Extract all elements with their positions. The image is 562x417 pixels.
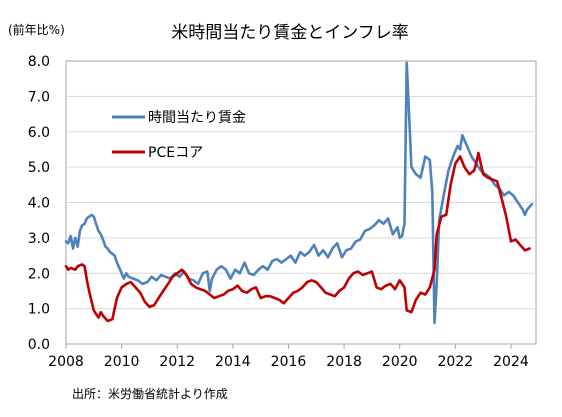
series-line-1 — [64, 151, 531, 323]
x-tick-label: 2018 — [326, 354, 362, 370]
x-tick-label: 2012 — [159, 354, 195, 370]
y-tick-label: 8.0 — [28, 54, 50, 70]
gridlines — [66, 95, 536, 310]
source-note: 出所：米労働省統計より作成 — [72, 386, 228, 401]
legend: 時間当たり賃金 PCEコア — [112, 110, 246, 161]
x-tick-label: 2014 — [215, 354, 251, 370]
y-tick-label: 4.0 — [28, 196, 50, 212]
x-tick-label: 2024 — [493, 354, 529, 370]
y-tick-label: 2.0 — [28, 266, 50, 282]
series-lines — [64, 61, 534, 325]
legend-label-0: 時間当たり賃金 — [148, 110, 246, 126]
x-tick-label: 2016 — [271, 354, 307, 370]
y-axis-ticks: 0.0 1.0 2.0 3.0 4.0 5.0 6.0 7.0 8.0 — [28, 54, 50, 353]
y-tick-label: 7.0 — [28, 89, 50, 105]
y-tick-label: 3.0 — [28, 231, 50, 247]
x-tick-label: 2022 — [438, 354, 474, 370]
y-tick-label: 6.0 — [28, 125, 50, 141]
x-tick-label: 2020 — [382, 354, 418, 370]
y-tick-label: 0.0 — [28, 337, 50, 353]
y-tick-label: 5.0 — [28, 160, 50, 176]
x-axis-ticks: 2008 2010 2012 2014 2016 2018 2020 2022 2024 — [48, 344, 529, 370]
y-axis-unit-label: (前年比%) — [8, 22, 65, 37]
x-tick-label: 2010 — [104, 354, 140, 370]
legend-label-1: PCEコア — [148, 145, 203, 161]
series-line-0 — [64, 61, 534, 325]
x-tick-label: 2008 — [48, 354, 84, 370]
y-tick-label: 1.0 — [28, 302, 50, 318]
chart-title: 米時間当たり賃金とインフレ率 — [171, 23, 409, 43]
